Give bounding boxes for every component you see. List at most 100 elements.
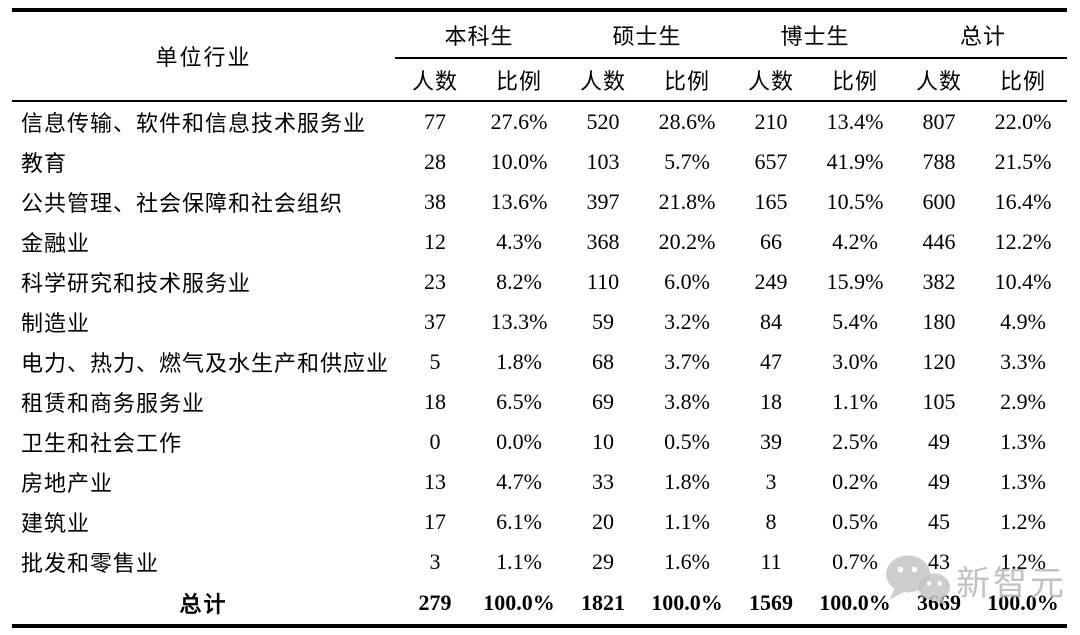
industry-cell: 房地产业	[21, 471, 114, 496]
row-dimension-header: 单位行业	[12, 10, 395, 102]
count-cell: 29	[592, 549, 615, 574]
count-cell: 600	[922, 189, 956, 214]
total-count-cell: 1821	[581, 590, 626, 615]
ratio-cell: 4.9%	[1000, 309, 1046, 334]
group-header-row: 单位行业 本科生 硕士生 博士生 总计	[12, 10, 1068, 102]
ratio-cell: 1.1%	[496, 549, 542, 574]
count-cell: 45	[928, 509, 951, 534]
total-count-cell: 3669	[917, 590, 962, 615]
industry-cell: 金融业	[21, 231, 91, 256]
count-cell: 23	[424, 269, 446, 294]
table-row: 金融业 12 4.3% 368 20.2% 66 4.2% 446 12.2%	[12, 222, 1067, 262]
count-cell: 120	[922, 349, 956, 374]
table-row: 科学研究和技术服务业 23 8.2% 110 6.0% 249 15.9% 382 10.4%	[12, 262, 1067, 302]
count-cell: 446	[922, 229, 956, 254]
group-header-doctor: 博士生	[731, 10, 900, 59]
subheader-count: 人数	[899, 58, 980, 102]
ratio-cell: 22.0%	[994, 109, 1052, 134]
count-cell: 5	[429, 349, 441, 374]
count-cell: 103	[586, 149, 620, 174]
count-cell: 66	[760, 229, 783, 254]
table-row: 批发和零售业 3 1.1% 29 1.6% 11 0.7% 43 1.2%	[12, 542, 1067, 582]
ratio-cell: 10.0%	[490, 149, 548, 174]
ratio-cell: 10.5%	[826, 189, 884, 214]
count-cell: 43	[928, 549, 951, 574]
ratio-cell: 10.4%	[994, 269, 1052, 294]
ratio-cell: 1.8%	[496, 349, 542, 374]
ratio-cell: 3.8%	[664, 389, 710, 414]
ratio-cell: 2.5%	[832, 429, 878, 454]
count-cell: 397	[586, 189, 620, 214]
count-cell: 10	[592, 429, 615, 454]
count-cell: 0	[429, 429, 441, 454]
table-row: 租赁和商务服务业 18 6.5% 69 3.8% 18 1.1% 105 2.9%	[12, 382, 1067, 422]
ratio-cell: 1.3%	[1000, 469, 1046, 494]
ratio-cell: 1.1%	[832, 389, 878, 414]
ratio-cell: 3.0%	[832, 349, 878, 374]
ratio-cell: 16.4%	[994, 189, 1052, 214]
industry-cell: 信息传输、软件和信息技术服务业	[21, 111, 367, 136]
total-row-label: 总计	[179, 592, 228, 617]
ratio-cell: 20.2%	[658, 229, 716, 254]
subheader-count: 人数	[731, 58, 812, 102]
count-cell: 368	[586, 229, 620, 254]
table-row: 卫生和社会工作 0 0.0% 10 0.5% 39 2.5% 49 1.3%	[12, 422, 1067, 462]
count-cell: 33	[592, 469, 615, 494]
industry-cell: 公共管理、社会保障和社会组织	[21, 191, 344, 216]
subheader-row: 人数 比例 人数 比例 人数 比例 人数 比例	[12, 58, 1068, 102]
total-count-cell: 1569	[749, 590, 794, 615]
subheader-count: 人数	[563, 58, 644, 102]
table-row: 房地产业 13 4.7% 33 1.8% 3 0.2% 49 1.3%	[12, 462, 1067, 502]
ratio-cell: 3.3%	[1000, 349, 1046, 374]
subheader-ratio: 比例	[475, 58, 564, 102]
count-cell: 18	[760, 389, 783, 414]
count-cell: 59	[592, 309, 615, 334]
ratio-cell: 13.3%	[490, 309, 548, 334]
table-row: 信息传输、软件和信息技术服务业 77 27.6% 520 28.6% 210 13.4% 80…	[12, 101, 1067, 142]
count-cell: 28	[424, 149, 446, 174]
group-header-total: 总计	[899, 10, 1068, 59]
count-cell: 69	[592, 389, 615, 414]
group-header-undergraduate: 本科生	[395, 10, 564, 59]
count-cell: 110	[586, 269, 620, 294]
ratio-cell: 2.9%	[1000, 389, 1046, 414]
total-row: 总计 279 100.0% 1821 100.0% 1569 100.0% 36…	[12, 582, 1067, 626]
total-ratio-cell: 100.0%	[819, 590, 891, 615]
ratio-cell: 1.2%	[1000, 549, 1046, 574]
industry-cell: 建筑业	[21, 511, 91, 536]
ratio-cell: 0.5%	[664, 429, 710, 454]
count-cell: 3	[765, 469, 777, 494]
count-cell: 38	[424, 189, 446, 214]
count-cell: 68	[592, 349, 615, 374]
ratio-cell: 0.5%	[832, 509, 878, 534]
ratio-cell: 1.6%	[664, 549, 710, 574]
ratio-cell: 28.6%	[658, 109, 716, 134]
count-cell: 84	[760, 309, 783, 334]
industry-cell: 制造业	[21, 311, 91, 336]
ratio-cell: 6.1%	[496, 509, 542, 534]
ratio-cell: 0.2%	[832, 469, 878, 494]
ratio-cell: 13.4%	[826, 109, 884, 134]
ratio-cell: 8.2%	[496, 269, 542, 294]
ratio-cell: 5.7%	[664, 149, 710, 174]
count-cell: 20	[592, 509, 615, 534]
ratio-cell: 0.0%	[496, 429, 542, 454]
industry-cell: 租赁和商务服务业	[21, 391, 206, 416]
ratio-cell: 41.9%	[826, 149, 884, 174]
count-cell: 657	[754, 149, 788, 174]
total-ratio-cell: 100.0%	[483, 590, 555, 615]
ratio-cell: 15.9%	[826, 269, 884, 294]
count-cell: 18	[424, 389, 446, 414]
count-cell: 17	[424, 509, 446, 534]
count-cell: 47	[760, 349, 783, 374]
ratio-cell: 5.4%	[832, 309, 878, 334]
ratio-cell: 13.6%	[490, 189, 548, 214]
count-cell: 8	[765, 509, 777, 534]
count-cell: 3	[429, 549, 441, 574]
count-cell: 11	[760, 549, 782, 574]
table-row: 公共管理、社会保障和社会组织 38 13.6% 397 21.8% 165 10.5% 600…	[12, 182, 1067, 222]
total-ratio-cell: 100.0%	[651, 590, 723, 615]
count-cell: 105	[922, 389, 956, 414]
count-cell: 382	[922, 269, 956, 294]
